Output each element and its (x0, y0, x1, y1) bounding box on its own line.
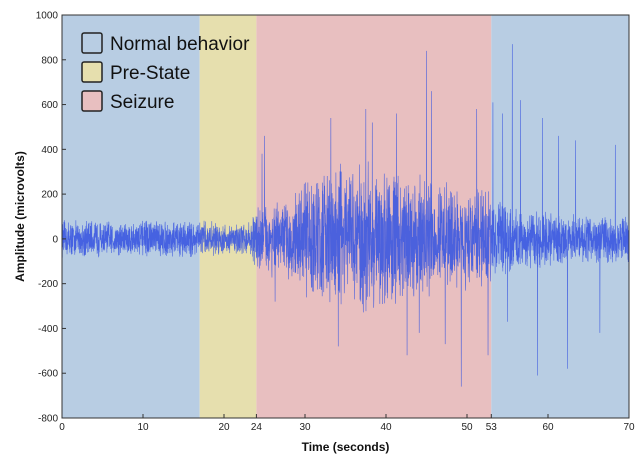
x-axis-ticks: 0 10 20 24 30 40 50 53 60 70 (59, 414, 635, 433)
x-tick-label: 50 (461, 422, 473, 433)
y-tick-label: 0 (52, 234, 58, 245)
signal-line (61, 44, 630, 387)
y-tick-label: -400 (38, 324, 58, 335)
legend-label: Normal behavior (110, 34, 250, 55)
y-tick-label: -600 (38, 369, 58, 380)
x-tick-label: 0 (59, 422, 65, 433)
x-tick-label: 70 (623, 422, 635, 433)
y-tick-label: 200 (41, 190, 58, 201)
y-axis-label: Amplitude (microvolts) (13, 151, 27, 282)
y-tick-label: -200 (38, 279, 58, 290)
x-tick-label: 20 (218, 422, 230, 433)
y-axis-ticks: -800 -600 -400 -200 0 200 400 600 800 1000 (36, 11, 66, 425)
x-tick-label: 10 (137, 422, 149, 433)
x-tick-label: 24 (251, 422, 263, 433)
y-tick-label: 400 (41, 145, 58, 156)
x-tick-label: 60 (542, 422, 554, 433)
y-tick-label: -800 (38, 414, 58, 425)
legend: Normal behavior Pre-State Seizure (81, 32, 250, 113)
y-tick-label: 800 (41, 55, 58, 66)
y-tick-label: 1000 (36, 11, 59, 22)
region-3 (491, 15, 629, 418)
legend-swatch (81, 61, 103, 83)
legend-label: Pre-State (110, 63, 190, 84)
signal-trace (61, 44, 630, 387)
legend-swatch (81, 32, 103, 54)
plot-frame (61, 14, 630, 419)
region-1 (199, 15, 257, 418)
region-2 (256, 15, 492, 418)
x-tick-label: 30 (299, 422, 311, 433)
legend-label: Seizure (110, 92, 174, 113)
y-tick-label: 600 (41, 100, 58, 111)
x-tick-label: 53 (486, 422, 498, 433)
x-tick-label: 40 (380, 422, 392, 433)
x-axis-label: Time (seconds) (302, 440, 390, 454)
legend-swatch (81, 90, 103, 112)
